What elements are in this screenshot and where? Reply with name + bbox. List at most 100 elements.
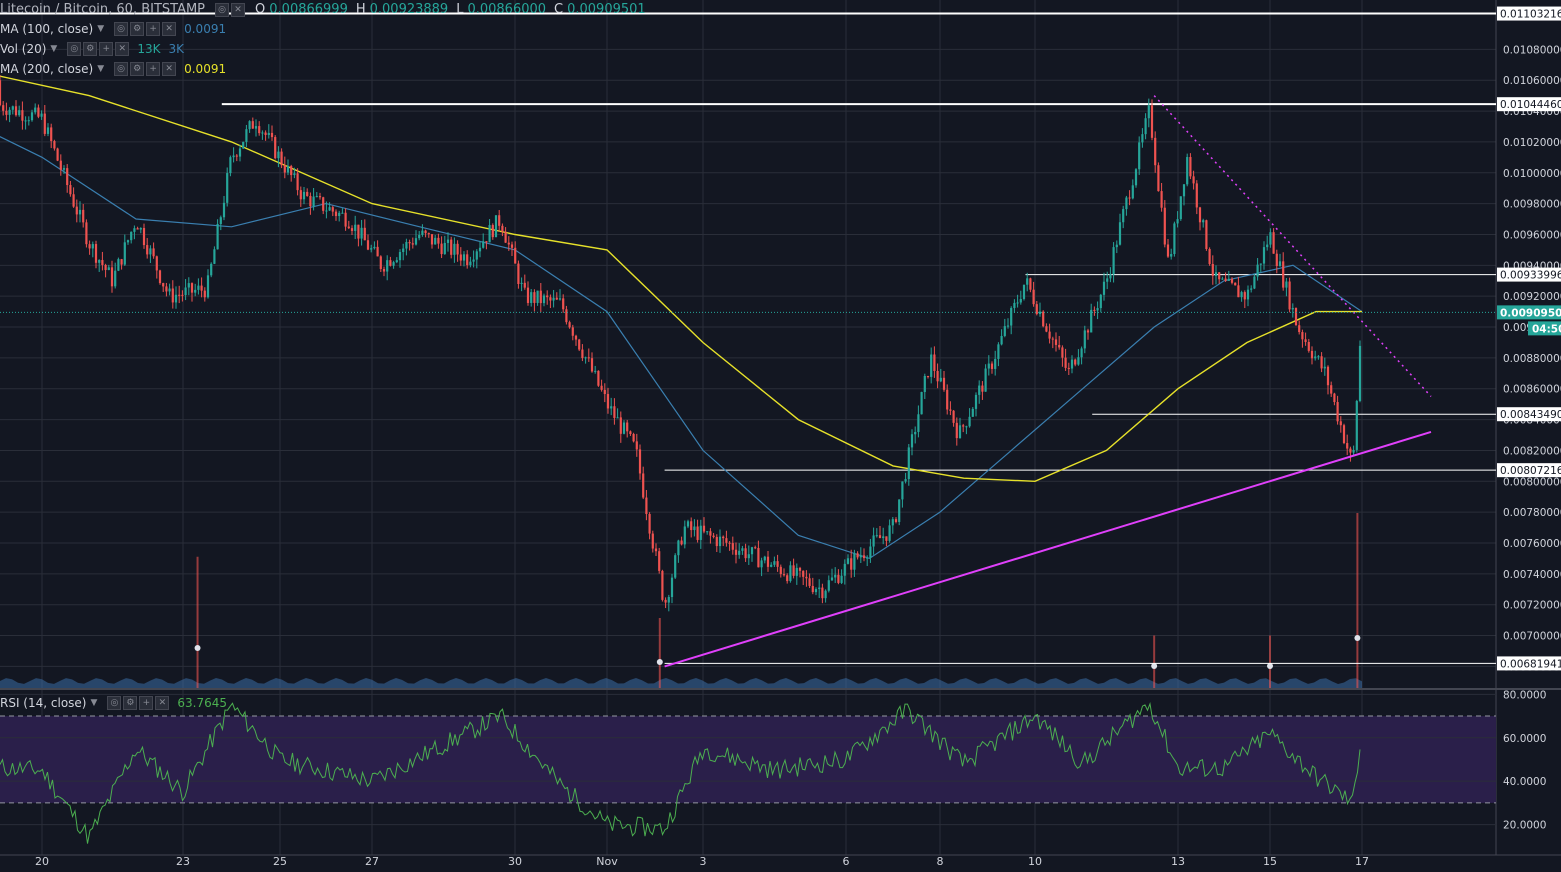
candle-body (238, 148, 242, 157)
chevron-down-icon[interactable]: ▼ (90, 698, 98, 708)
candle-body (1074, 359, 1077, 365)
candle-body (805, 576, 808, 579)
candle-body (1342, 425, 1346, 444)
candle-body (667, 597, 670, 603)
volume-label: Vol (20) (0, 42, 47, 56)
visibility-icon[interactable]: ◎ (67, 42, 82, 56)
close-icon[interactable]: ✕ (115, 42, 130, 56)
candle-body (344, 212, 347, 227)
plus-icon[interactable]: + (146, 22, 161, 36)
y-tick-label: 0.00960000 (1503, 229, 1561, 241)
y-tick-label: 0.01000000 (1503, 168, 1561, 180)
candle-body (325, 210, 328, 212)
candle-body (350, 228, 354, 231)
gear-icon[interactable]: ⚙ (83, 42, 98, 56)
ohlc-close-value: 0.00909501 (567, 2, 646, 17)
ma200-legend[interactable]: MA (200, close) ▼ ◎ ⚙ + ✕ 0.0091 (0, 62, 226, 76)
gear-icon[interactable]: ⚙ (130, 22, 145, 36)
ma200-controls[interactable]: ◎ ⚙ + ✕ (114, 62, 177, 76)
chevron-down-icon[interactable]: ▼ (50, 44, 58, 54)
candle-body (88, 244, 91, 249)
candle-body (616, 417, 619, 419)
candle-body (629, 431, 632, 435)
candle-body (254, 126, 258, 129)
gear-icon[interactable]: ⚙ (130, 62, 145, 76)
chevron-down-icon[interactable]: ▼ (97, 64, 105, 74)
candle-body (1115, 244, 1118, 248)
candle-body (821, 587, 824, 599)
candle-body (1045, 326, 1048, 332)
candle-body (98, 260, 101, 263)
candle-body (453, 243, 456, 255)
candle-body (149, 248, 152, 255)
candle-body (274, 137, 277, 159)
candle-body (530, 292, 533, 303)
candle-body (1026, 278, 1029, 285)
ohlc-open-value: 0.00866999 (269, 2, 348, 17)
candle-body (1246, 289, 1250, 300)
x-tick-label: 8 (937, 855, 944, 868)
candle-body (395, 260, 398, 263)
trendline[interactable] (1153, 95, 1432, 397)
candle-body (408, 242, 411, 244)
candle-body (437, 237, 440, 244)
candle-body (363, 227, 366, 241)
level-label-box (1497, 6, 1561, 21)
candle-body (56, 148, 59, 161)
candle-body (584, 357, 587, 359)
candle-body (789, 565, 792, 582)
plus-icon[interactable]: + (99, 42, 114, 56)
ma100-legend[interactable]: MA (100, close) ▼ ◎ ⚙ + ✕ 0.0091 (0, 22, 226, 36)
rsi-y-tick-label: 40.0000 (1503, 776, 1546, 788)
candle-body (1163, 207, 1166, 245)
candle-body (1042, 311, 1045, 327)
candle-body (731, 543, 734, 550)
plus-icon[interactable]: + (139, 696, 154, 710)
candle-body (910, 434, 914, 448)
close-icon[interactable]: ✕ (155, 696, 170, 710)
candle-body (984, 368, 987, 392)
candle-body (392, 262, 395, 266)
candle-body (366, 240, 370, 250)
trendline[interactable] (664, 430, 1432, 668)
visibility-icon[interactable]: ◎ (107, 696, 122, 710)
close-icon[interactable]: ✕ (231, 2, 246, 17)
candle-body (85, 222, 88, 245)
candle-body (1141, 134, 1144, 143)
candle-body (360, 227, 363, 239)
candle-body (1077, 357, 1080, 365)
candle-body (1192, 176, 1195, 184)
chevron-down-icon[interactable]: ▼ (97, 24, 105, 34)
candle-body (248, 121, 251, 130)
volume-controls[interactable]: ◎ ⚙ + ✕ (67, 42, 130, 56)
candle-body (581, 349, 584, 359)
candle-body (792, 565, 795, 576)
candle-body (750, 547, 754, 555)
close-icon[interactable]: ✕ (162, 22, 177, 36)
rsi-legend[interactable]: RSI (14, close) ▼ ◎ ⚙ + ✕ 63.7645 (0, 696, 227, 710)
candle-body (907, 447, 910, 480)
visibility-icon[interactable]: ◎ (114, 62, 129, 76)
candle-body (1266, 244, 1269, 248)
volume-legend[interactable]: Vol (20) ▼ ◎ ⚙ + ✕ 13K 3K (0, 42, 184, 56)
candle-body (712, 535, 715, 537)
plus-icon[interactable]: + (146, 62, 161, 76)
candle-body (725, 538, 728, 543)
visibility-icon[interactable]: ◎ (114, 22, 129, 36)
gear-icon[interactable]: ⚙ (123, 696, 138, 710)
visibility-icon[interactable]: ◎ (215, 2, 230, 17)
last-price-label: 0.00909501 (1500, 307, 1561, 319)
candle-body (926, 375, 930, 377)
candle-body (635, 441, 638, 450)
candle-body (850, 558, 853, 570)
candle-body (1272, 232, 1275, 254)
symbol-controls[interactable]: ◎ ✕ (215, 2, 246, 17)
last-price-box (1497, 305, 1561, 320)
ma100-controls[interactable]: ◎ ⚙ + ✕ (114, 22, 177, 36)
candle-body (1179, 196, 1182, 220)
rsi-controls[interactable]: ◎ ⚙ + ✕ (107, 696, 170, 710)
candle-body (334, 211, 338, 217)
close-icon[interactable]: ✕ (162, 62, 177, 76)
